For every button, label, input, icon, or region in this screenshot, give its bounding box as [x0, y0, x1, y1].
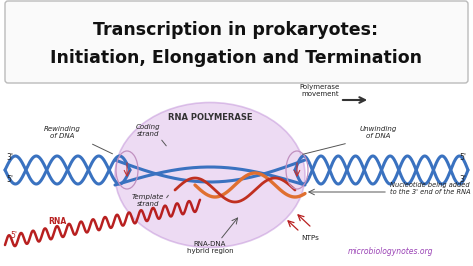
Text: Polymerase
movement: Polymerase movement: [300, 85, 340, 98]
Text: microbiologynotes.org: microbiologynotes.org: [347, 247, 433, 256]
Text: RNA-DNA
hybrid region: RNA-DNA hybrid region: [187, 242, 233, 255]
Text: NTPs: NTPs: [301, 235, 319, 241]
Text: Initiation, Elongation and Termination: Initiation, Elongation and Termination: [50, 49, 422, 67]
Text: Unwinding
of DNA: Unwinding of DNA: [359, 127, 397, 139]
Text: 5': 5': [10, 231, 17, 239]
Text: 5': 5': [6, 176, 13, 185]
Text: 3': 3': [6, 153, 13, 163]
Text: Template
strand: Template strand: [132, 193, 164, 207]
Text: 5': 5': [459, 153, 466, 163]
Text: Rewinding
of DNA: Rewinding of DNA: [44, 127, 80, 139]
Ellipse shape: [115, 102, 305, 247]
Text: RNA: RNA: [48, 218, 66, 227]
Text: RNA POLYMERASE: RNA POLYMERASE: [168, 114, 252, 123]
FancyBboxPatch shape: [5, 1, 468, 83]
Text: Coding
strand: Coding strand: [136, 123, 160, 136]
Text: Transcription in prokaryotes:: Transcription in prokaryotes:: [94, 21, 378, 39]
Text: Nucleotide being added
to the 3' end of the RNA: Nucleotide being added to the 3' end of …: [390, 181, 471, 194]
Text: 3': 3': [459, 176, 466, 185]
